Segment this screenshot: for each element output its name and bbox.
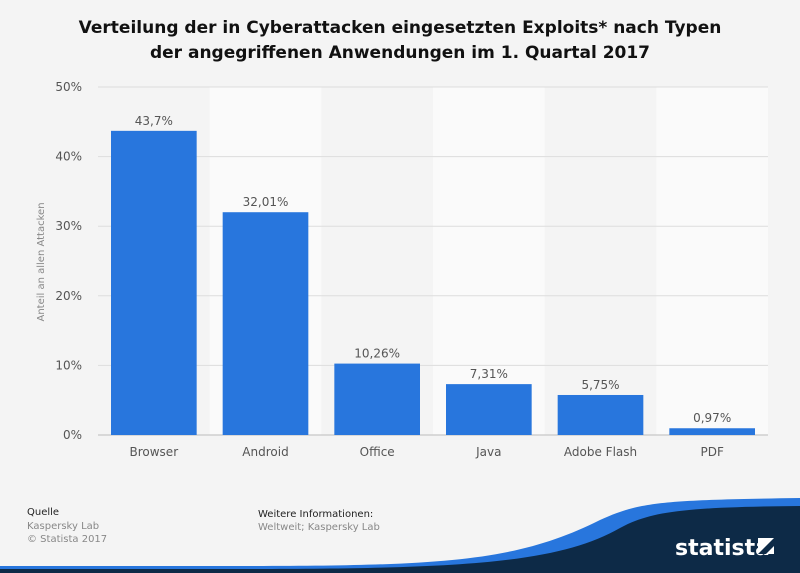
y-tick-label: 30% (55, 219, 82, 233)
data-label: 0,97% (693, 411, 731, 425)
x-tick-label: Java (475, 445, 501, 459)
y-tick-label: 20% (55, 289, 82, 303)
bar-pdf (669, 428, 755, 435)
chart-title: Verteilung der in Cyberattacken eingeset… (0, 16, 800, 66)
bar-adobe-flash (557, 394, 644, 435)
x-tick-label: Browser (130, 445, 179, 459)
y-tick-label: 10% (55, 358, 82, 372)
bar-java (446, 384, 532, 435)
chart-title-line-1: Verteilung der in Cyberattacken eingeset… (78, 18, 722, 38)
source-text[interactable]: Kaspersky Lab (27, 521, 100, 532)
data-label: 10,26% (354, 347, 400, 361)
bar-browser (111, 130, 197, 435)
column-stripe (656, 87, 768, 435)
column-stripe (433, 87, 545, 435)
source-heading: Quelle (27, 507, 60, 518)
x-tick-label: Adobe Flash (564, 445, 637, 459)
y-axis-label: Anteil an allen Attacken (36, 202, 47, 321)
data-label: 7,31% (470, 367, 508, 381)
copyright-text: © Statista 2017 (27, 534, 108, 545)
data-label: 5,75% (581, 378, 619, 392)
bar-office (334, 363, 420, 435)
y-tick-label: 40% (55, 150, 82, 164)
y-tick-label: 0% (63, 428, 82, 442)
y-tick-label: 50% (55, 80, 82, 94)
chart-title-line-2: der angegriffenen Anwendungen im 1. Quar… (149, 43, 651, 63)
info-text: Weltweit; Kaspersky Lab (258, 522, 380, 533)
x-tick-label: Android (242, 445, 288, 459)
data-label: 32,01% (243, 195, 289, 209)
data-label: 43,7% (135, 114, 173, 128)
x-tick-label: PDF (700, 445, 723, 459)
bar-android (222, 212, 309, 435)
x-tick-label: Office (360, 445, 395, 459)
info-heading: Weitere Informationen: (258, 509, 374, 520)
